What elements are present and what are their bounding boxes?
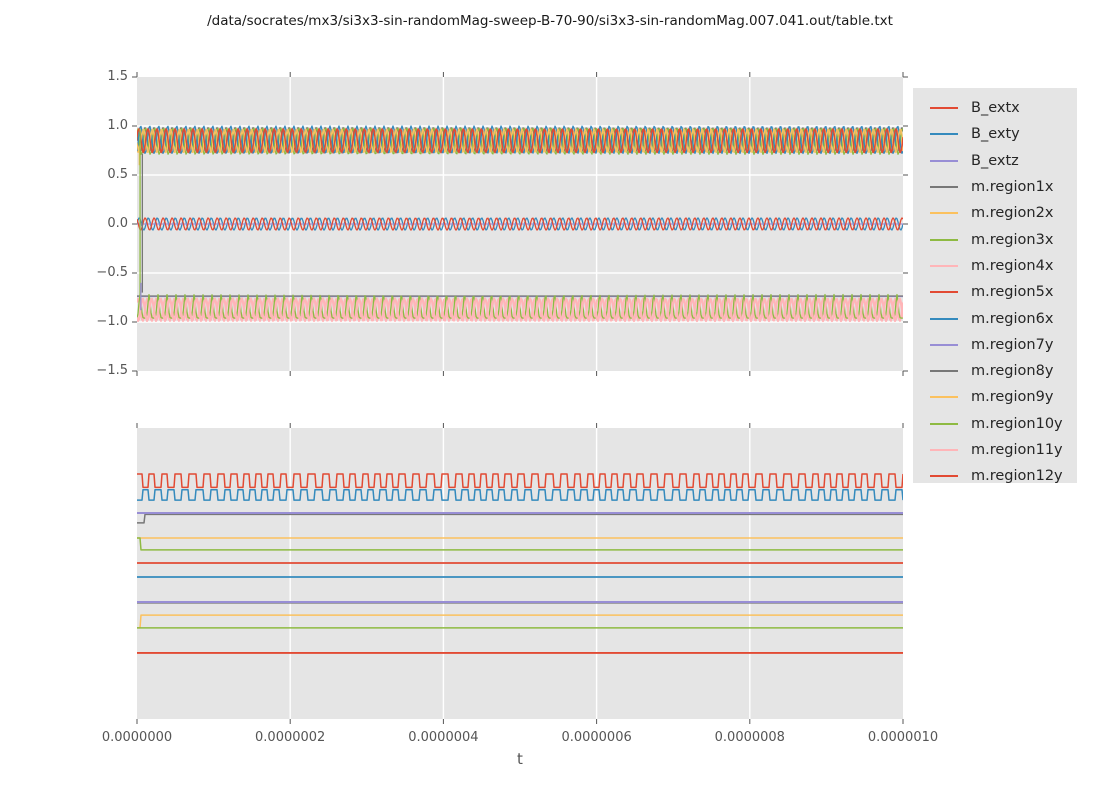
legend-label: m.region2x <box>971 205 1053 221</box>
legend: B_extx B_exty B_extz m.region1x m.region2x m.… <box>913 88 1077 483</box>
legend-label: m.region12y <box>971 468 1063 484</box>
legend-item: m.region3x <box>913 226 1077 252</box>
legend-label: B_exty <box>971 126 1020 142</box>
legend-line-sample <box>930 370 958 372</box>
legend-line-sample <box>930 186 958 188</box>
legend-label: m.region7y <box>971 337 1053 353</box>
legend-item: m.region1x <box>913 174 1077 200</box>
legend-label: m.region10y <box>971 416 1063 432</box>
legend-item: B_extx <box>913 95 1077 121</box>
legend-item: m.region12y <box>913 463 1077 489</box>
legend-item: m.region7y <box>913 332 1077 358</box>
legend-item: m.region6x <box>913 305 1077 331</box>
legend-line-sample <box>930 239 958 241</box>
y-tick-label: 1.0 <box>58 117 128 135</box>
legend-item: m.region11y <box>913 437 1077 463</box>
legend-label: m.region3x <box>971 232 1053 248</box>
legend-item: m.region9y <box>913 384 1077 410</box>
legend-item: B_extz <box>913 148 1077 174</box>
legend-line-sample <box>930 344 958 346</box>
y-tick-label: −1.5 <box>58 362 128 380</box>
x-tick-label: 0.0000010 <box>858 729 948 747</box>
legend-line-sample <box>930 291 958 293</box>
plot-area <box>137 428 903 719</box>
legend-line-sample <box>930 475 958 477</box>
legend-item: m.region2x <box>913 200 1077 226</box>
legend-line-sample <box>930 107 958 109</box>
x-tick-label: 0.0000008 <box>705 729 795 747</box>
legend-label: m.region11y <box>971 442 1063 458</box>
plot-title: /data/socrates/mx3/si3x3-sin-randomMag-s… <box>0 13 1100 29</box>
y-tick-label: 0.5 <box>58 166 128 184</box>
legend-line-sample <box>930 318 958 320</box>
legend-line-sample <box>930 423 958 425</box>
legend-label: m.region8y <box>971 363 1053 379</box>
x-axis-label: t <box>137 750 903 768</box>
y-tick-label: 1.5 <box>58 68 128 86</box>
x-tick-label: 0.0000002 <box>245 729 335 747</box>
x-tick-label: 0.0000000 <box>92 729 182 747</box>
legend-label: B_extz <box>971 153 1019 169</box>
y-tick-label: −1.0 <box>58 313 128 331</box>
legend-item: m.region4x <box>913 253 1077 279</box>
legend-label: m.region1x <box>971 179 1053 195</box>
y-tick-label: 0.0 <box>58 215 128 233</box>
legend-item: m.region10y <box>913 411 1077 437</box>
legend-item: m.region5x <box>913 279 1077 305</box>
y-tick-label: −0.5 <box>58 264 128 282</box>
x-tick-label: 0.0000004 <box>398 729 488 747</box>
legend-line-sample <box>930 212 958 214</box>
legend-label: m.region9y <box>971 389 1053 405</box>
legend-line-sample <box>930 160 958 162</box>
legend-label: m.region6x <box>971 311 1053 327</box>
bottom-plot <box>129 420 911 727</box>
x-tick-label: 0.0000006 <box>552 729 642 747</box>
legend-line-sample <box>930 449 958 451</box>
legend-item: B_exty <box>913 121 1077 147</box>
legend-item: m.region8y <box>913 358 1077 384</box>
legend-line-sample <box>930 265 958 267</box>
legend-label: m.region5x <box>971 284 1053 300</box>
legend-label: B_extx <box>971 100 1020 116</box>
legend-line-sample <box>930 396 958 398</box>
top-plot <box>129 69 911 379</box>
legend-label: m.region4x <box>971 258 1053 274</box>
legend-line-sample <box>930 133 958 135</box>
